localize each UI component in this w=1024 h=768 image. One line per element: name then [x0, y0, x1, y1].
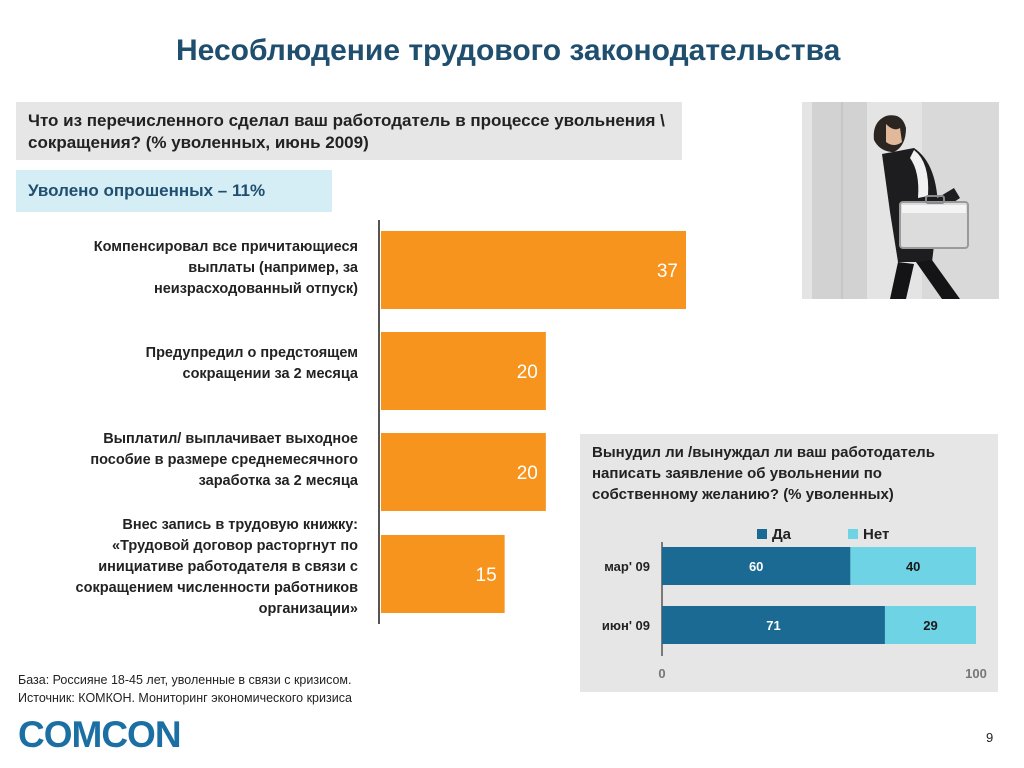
bar-value-label-2: 20 — [517, 362, 538, 383]
stacked-value-label-1-2: 40 — [906, 559, 920, 574]
category-label-line: Выплатил/ выплачивает выходное — [103, 430, 358, 447]
stacked-segment-1-1 — [662, 547, 851, 585]
logo-text: COMCON — [18, 714, 182, 755]
stacked-segment-1-2 — [850, 547, 976, 585]
bar-1 — [381, 231, 686, 309]
category-label-line: пособие в размере среднемесячного — [90, 451, 358, 468]
stacked-value-label-2-2: 29 — [923, 618, 937, 633]
category-label-line: неизрасходованный отпуск) — [153, 280, 358, 297]
category-label-line: Внес запись в трудовую книжку: — [122, 516, 358, 533]
category-label-1: Компенсировал все причитающиеся выплаты (… — [94, 237, 358, 300]
category-label-line: Компенсировал все причитающиеся — [93, 238, 358, 255]
panel-question-line: написать заявление об увольнении по — [592, 465, 882, 482]
category-label-line: «Трудовой договор расторгнут по — [112, 537, 358, 554]
category-label-line: Предупредил о предстоящем — [145, 345, 358, 361]
panel-question-line: собственному желанию? (% уволенных) — [592, 486, 894, 503]
stacked-bar-chart: Да Нет мар' 09 60 40 июн' 09 71 29 0 100 — [602, 526, 987, 681]
legend-swatch-1 — [757, 529, 767, 539]
bar-value-label-1: 37 — [657, 261, 678, 282]
bar-3 — [381, 433, 546, 511]
survey-question: Что из перечисленного сделал ваш работод… — [16, 102, 682, 160]
bar-value-label-4: 15 — [476, 565, 497, 586]
category-label-2: Предупредил о предстоящем сокращении за 2… — [146, 343, 358, 385]
footnote-source: Источник: КОМКОН. Мониторинг экономическ… — [18, 691, 352, 705]
panel-question-line: Вынудил ли /вынуждал ли ваш работодатель — [592, 444, 935, 461]
category-label-line: сокращением численности работников — [75, 579, 358, 596]
photo-illustration — [802, 102, 999, 299]
main-bar-chart: 37 20 20 15 — [378, 220, 686, 624]
bar-2 — [381, 332, 546, 410]
panel-tick-label-2: 100 — [965, 666, 987, 681]
category-label-line: инициативе работодателя в связи с — [98, 558, 358, 575]
forced-resignation-panel: Вынудил ли /вынуждал ли ваш работодатель… — [580, 434, 998, 692]
category-label-line: сокращении за 2 месяца — [182, 366, 359, 382]
comcon-logo: COMCON — [18, 714, 182, 756]
category-label-4: Внес запись в трудовую книжку: «Трудовой … — [76, 515, 358, 620]
panel-category-label-2: июн' 09 — [602, 618, 650, 633]
bar-4 — [381, 535, 505, 613]
category-label-3: Выплатил/ выплачивает выходное пособие в … — [90, 429, 358, 492]
stacked-segment-2-2 — [884, 606, 976, 644]
legend-label-2: Нет — [863, 526, 889, 543]
category-label-line: выплаты (например, за — [188, 259, 358, 276]
bar-value-label-3: 20 — [517, 463, 538, 484]
fired-share-label: Уволено опрошенных – 11% — [16, 170, 332, 212]
footnote-base: База: Россияне 18-45 лет, уволенные в св… — [18, 673, 352, 687]
page-number: 9 — [986, 730, 994, 745]
legend-swatch-2 — [848, 529, 858, 539]
legend-label-1: Да — [772, 526, 792, 543]
stacked-segment-2-1 — [662, 606, 885, 644]
category-label-line: организации» — [258, 600, 358, 617]
stacked-value-label-1-1: 60 — [749, 559, 763, 574]
stacked-value-label-2-1: 71 — [766, 618, 780, 633]
panel-category-label-1: мар' 09 — [604, 559, 650, 574]
slide-title: Несоблюдение трудового законодательства — [176, 34, 841, 67]
man-with-briefcase-photo — [802, 102, 999, 299]
footnote: База: Россияне 18-45 лет, уволенные в св… — [18, 671, 352, 707]
panel-tick-label-1: 0 — [658, 666, 665, 681]
panel-question: Вынудил ли /вынуждал ли ваш работодатель… — [592, 442, 992, 505]
category-label-line: заработка за 2 месяца — [198, 472, 358, 489]
